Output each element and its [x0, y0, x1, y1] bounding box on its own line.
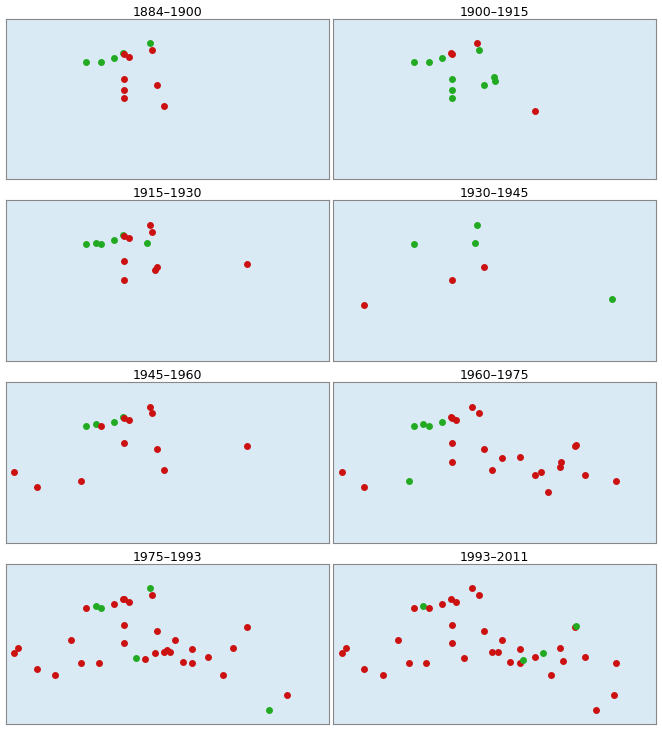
Title: 1915–1930: 1915–1930 — [132, 188, 202, 200]
Title: 1960–1975: 1960–1975 — [460, 369, 530, 383]
Title: 1900–1915: 1900–1915 — [460, 6, 530, 18]
Title: 1993–2011: 1993–2011 — [460, 551, 530, 564]
Title: 1945–1960: 1945–1960 — [132, 369, 202, 383]
Title: 1975–1993: 1975–1993 — [132, 551, 202, 564]
Title: 1930–1945: 1930–1945 — [460, 188, 530, 200]
Title: 1884–1900: 1884–1900 — [132, 6, 202, 18]
